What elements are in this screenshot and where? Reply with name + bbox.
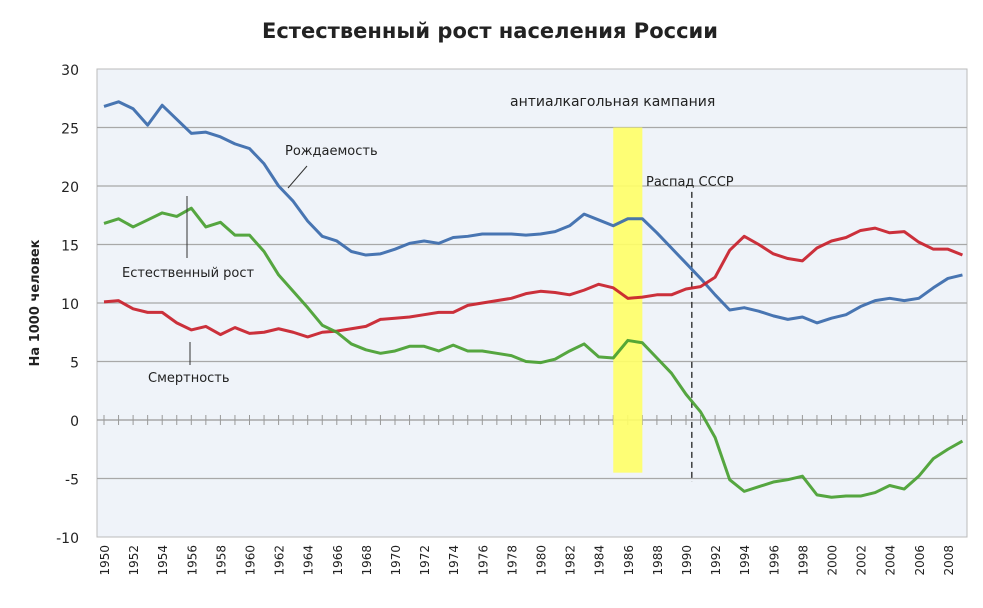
x-tick-label: 1996: [767, 545, 781, 576]
ussr-label: Распад СССР: [646, 175, 734, 190]
series-line-2: [103, 206, 964, 499]
x-tick-label: 1986: [622, 545, 636, 576]
y-tick-label: -5: [65, 473, 79, 489]
x-tick-label: 1966: [331, 545, 345, 576]
y-tick-label: 10: [61, 297, 79, 313]
x-tick-label: 1998: [796, 545, 810, 576]
y-tick-label: -10: [56, 531, 79, 547]
x-tick-label: 1982: [564, 545, 578, 576]
y-tick-label: 20: [61, 180, 79, 196]
y-tick-label: 15: [61, 239, 79, 255]
x-tick-label: 2004: [884, 545, 898, 576]
x-tick-label: 2008: [942, 545, 956, 576]
x-tick-label: 1994: [738, 545, 752, 576]
x-tick-label: 1952: [127, 545, 141, 576]
x-tick-label: 1988: [651, 545, 665, 576]
chart-title: Естественный рост населения России: [262, 19, 718, 43]
series-line-0: [103, 100, 963, 325]
campaign-highlight: [613, 127, 643, 473]
x-tick-label: 1984: [593, 545, 607, 576]
birth-leader: [287, 165, 308, 189]
x-tick-label: 1990: [680, 545, 694, 576]
birth-label: Рождаемость: [285, 144, 378, 159]
x-tick-label: 1960: [244, 545, 258, 576]
x-tick-label: 1978: [505, 545, 519, 576]
y-axis-label: На 1000 человек: [28, 239, 43, 366]
x-tick-label: 1968: [360, 545, 374, 576]
x-tick-label: 2000: [826, 545, 840, 576]
x-tick-label: 1974: [447, 545, 461, 576]
x-tick-label: 1970: [389, 545, 403, 576]
x-tick-label: 1958: [214, 545, 228, 576]
x-tick-label: 1976: [476, 545, 490, 576]
x-tick-label: 1964: [302, 545, 316, 576]
series-line-1: [103, 226, 964, 339]
x-tick-label: 2006: [913, 545, 927, 576]
x-tick-label: 1956: [185, 545, 199, 576]
growth-label: Естественный рост: [122, 266, 255, 281]
x-tick-label: 1980: [535, 545, 549, 576]
x-tick-label: 1992: [709, 545, 723, 576]
y-tick-label: 30: [61, 63, 79, 79]
x-tick-label: 1962: [273, 545, 287, 576]
y-tick-label: 25: [61, 122, 79, 138]
x-tick-label: 1950: [98, 545, 112, 576]
x-tick-label: 1972: [418, 545, 432, 576]
y-tick-label: 5: [70, 356, 79, 372]
campaign-label: антиалкагольная кампания: [510, 94, 715, 110]
x-tick-label: 2002: [855, 545, 869, 576]
y-tick-label: 0: [70, 414, 79, 430]
x-tick-label: 1954: [156, 545, 170, 576]
death-label: Смертность: [148, 371, 230, 386]
